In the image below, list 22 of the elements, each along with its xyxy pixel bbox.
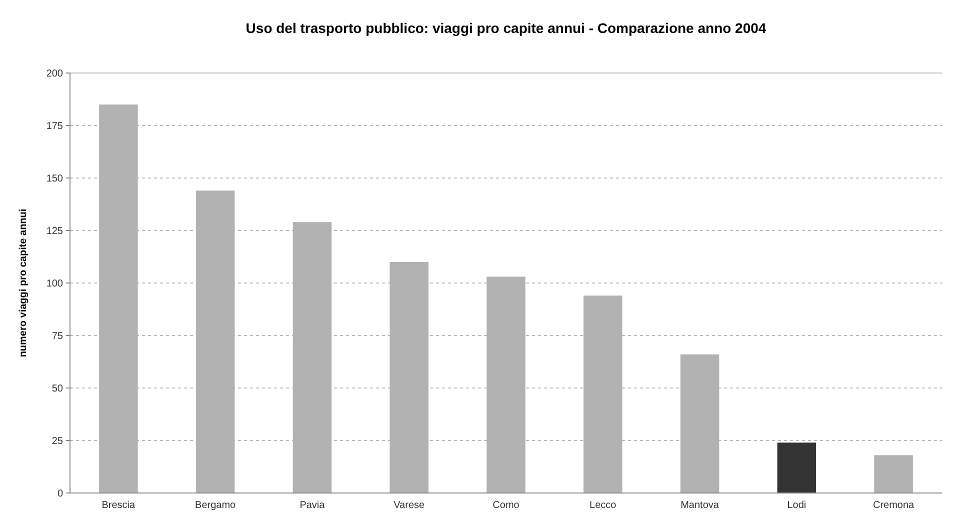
y-tick-label: 125 (46, 226, 64, 237)
x-tick-label: Cremona (872, 500, 915, 511)
bar (874, 455, 913, 493)
y-tick-label: 175 (46, 121, 64, 132)
y-tick-label: 0 (57, 488, 64, 500)
x-tick-label: Lecco (590, 500, 617, 511)
x-tick-label: Varese (394, 500, 426, 511)
bar (777, 442, 816, 493)
y-tick-label: 150 (46, 174, 64, 184)
y-tick-label: 75 (52, 331, 64, 342)
x-tick-label: Bergamo (195, 500, 236, 511)
x-tick-label: Pavia (300, 500, 326, 511)
x-tick-label: Como (492, 500, 520, 511)
x-tick-label: Brescia (102, 500, 136, 511)
x-tick-label: Mantova (680, 500, 720, 511)
y-tick-label: 100 (46, 278, 64, 290)
chart-title: Uso del trasporto pubblico: viaggi pro capite annui - Comparazione anno 2004 (246, 20, 766, 36)
y-tick-label: 200 (46, 68, 64, 80)
y-tick-label: 50 (52, 384, 64, 394)
y-tick-label: 25 (52, 436, 64, 447)
x-tick-label: Lodi (787, 500, 806, 511)
y-axis-title: numero viaggi pro capite annui (18, 208, 29, 358)
